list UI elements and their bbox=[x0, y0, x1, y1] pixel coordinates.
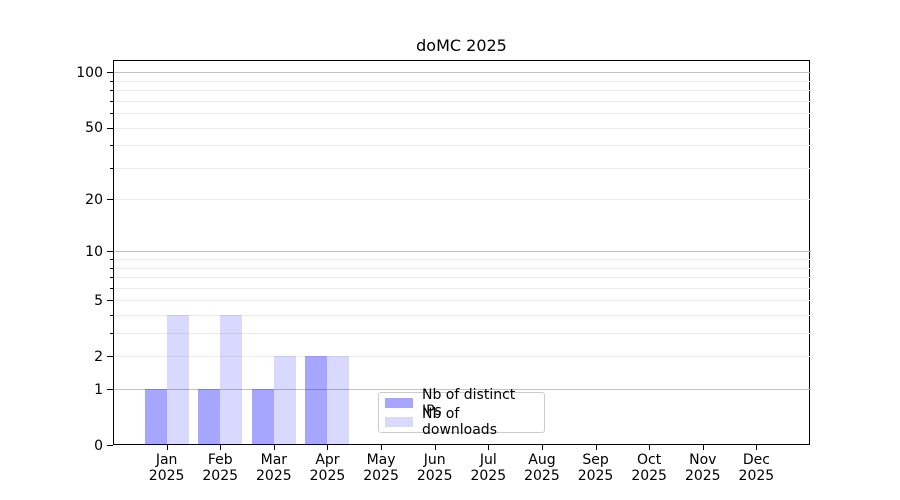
y-minor-tick-mark bbox=[110, 127, 113, 129]
major-gridline bbox=[114, 251, 811, 253]
minor-gridline bbox=[114, 90, 811, 92]
minor-gridline bbox=[114, 100, 811, 102]
x-tick-label: Jun 2025 bbox=[416, 452, 453, 484]
y-minor-tick-mark bbox=[110, 300, 113, 302]
y-tick-mark bbox=[107, 72, 113, 74]
y-minor-tick-mark bbox=[110, 259, 113, 261]
y-minor-tick-mark bbox=[110, 267, 113, 269]
legend-item-label: Nb of downloads bbox=[422, 406, 497, 438]
x-tick-mark bbox=[220, 445, 222, 450]
y-tick-label: 0 bbox=[94, 437, 103, 454]
x-tick-mark bbox=[541, 445, 543, 450]
x-tick-label: Aug 2025 bbox=[524, 452, 560, 484]
chart-title: doMC 2025 bbox=[416, 36, 507, 55]
bar-downloads-feb bbox=[220, 315, 243, 445]
minor-gridline bbox=[114, 277, 811, 279]
y-tick-mark bbox=[107, 251, 113, 253]
major-gridline bbox=[114, 72, 811, 74]
x-tick-label: Oct 2025 bbox=[631, 452, 667, 484]
x-tick-label: May 2025 bbox=[363, 452, 399, 484]
x-tick-mark bbox=[756, 445, 758, 450]
minor-gridline bbox=[114, 300, 811, 302]
y-tick-mark bbox=[107, 445, 113, 446]
plot-area bbox=[113, 60, 811, 445]
y-tick-label: 5 bbox=[94, 292, 103, 309]
x-tick-label: Mar 2025 bbox=[256, 452, 292, 484]
y-minor-tick-mark bbox=[110, 199, 113, 201]
y-tick-label: 20 bbox=[85, 191, 103, 208]
y-minor-tick-mark bbox=[110, 315, 113, 317]
legend-item-label: Nb of distinct IPs bbox=[422, 387, 516, 419]
minor-gridline bbox=[114, 267, 811, 269]
x-tick-mark bbox=[327, 445, 329, 450]
y-minor-tick-mark bbox=[110, 100, 113, 102]
y-minor-tick-mark bbox=[110, 333, 113, 335]
x-tick-label: Feb 2025 bbox=[202, 452, 239, 484]
minor-gridline bbox=[114, 315, 811, 317]
bar-downloads-mar bbox=[273, 356, 296, 445]
legend: Nb of distinct IPs Nb of downloads bbox=[378, 387, 545, 438]
y-tick-label: 1 bbox=[94, 381, 103, 398]
y-tick-label: 2 bbox=[94, 348, 103, 365]
major-gridline bbox=[114, 389, 811, 391]
y-tick-label: 100 bbox=[76, 64, 103, 81]
legend-item: Nb of distinct IPs bbox=[385, 387, 538, 419]
minor-gridline bbox=[114, 333, 811, 335]
distinct-ips-swatch bbox=[385, 398, 413, 408]
minor-gridline bbox=[114, 167, 811, 169]
bar-downloads-jan bbox=[166, 315, 189, 445]
y-minor-tick-mark bbox=[110, 90, 113, 92]
legend-item: Nb of downloads bbox=[385, 406, 538, 438]
x-tick-mark bbox=[381, 445, 383, 450]
x-tick-label: Jan 2025 bbox=[148, 452, 185, 484]
x-tick-mark bbox=[488, 445, 490, 450]
y-tick-label: 50 bbox=[85, 120, 103, 136]
y-minor-tick-mark bbox=[110, 287, 113, 289]
x-tick-label: Apr 2025 bbox=[309, 452, 346, 484]
x-tick-mark bbox=[273, 445, 275, 450]
y-minor-tick-mark bbox=[110, 277, 113, 279]
minor-gridline bbox=[114, 287, 811, 289]
bar-distinct-ips-jan bbox=[144, 389, 167, 445]
minor-gridline bbox=[114, 127, 811, 129]
y-minor-tick-mark bbox=[110, 167, 113, 169]
downloads-swatch bbox=[385, 417, 413, 427]
bar-distinct-ips-feb bbox=[198, 389, 221, 445]
bar-distinct-ips-mar bbox=[251, 389, 274, 445]
x-tick-mark bbox=[166, 445, 168, 450]
x-tick-mark bbox=[434, 445, 436, 450]
minor-gridline bbox=[114, 113, 811, 115]
minor-gridline bbox=[114, 145, 811, 147]
x-tick-label: Dec 2025 bbox=[738, 452, 775, 484]
minor-gridline bbox=[114, 356, 811, 358]
y-minor-tick-mark bbox=[110, 113, 113, 115]
x-tick-mark bbox=[595, 445, 597, 450]
y-minor-tick-mark bbox=[110, 356, 113, 358]
y-tick-mark bbox=[107, 389, 113, 391]
bar-distinct-ips-apr bbox=[305, 356, 328, 445]
x-tick-mark bbox=[649, 445, 651, 450]
minor-gridline bbox=[114, 80, 811, 82]
minor-gridline bbox=[114, 259, 811, 261]
minor-gridline bbox=[114, 199, 811, 201]
x-tick-label: Sep 2025 bbox=[577, 452, 614, 484]
y-minor-tick-mark bbox=[110, 80, 113, 82]
x-tick-label: Jul 2025 bbox=[470, 452, 507, 484]
y-tick-label: 10 bbox=[85, 243, 103, 260]
bar-downloads-apr bbox=[327, 356, 350, 445]
x-tick-mark bbox=[702, 445, 704, 450]
y-minor-tick-mark bbox=[110, 145, 113, 147]
x-tick-label: Nov 2025 bbox=[684, 452, 721, 484]
